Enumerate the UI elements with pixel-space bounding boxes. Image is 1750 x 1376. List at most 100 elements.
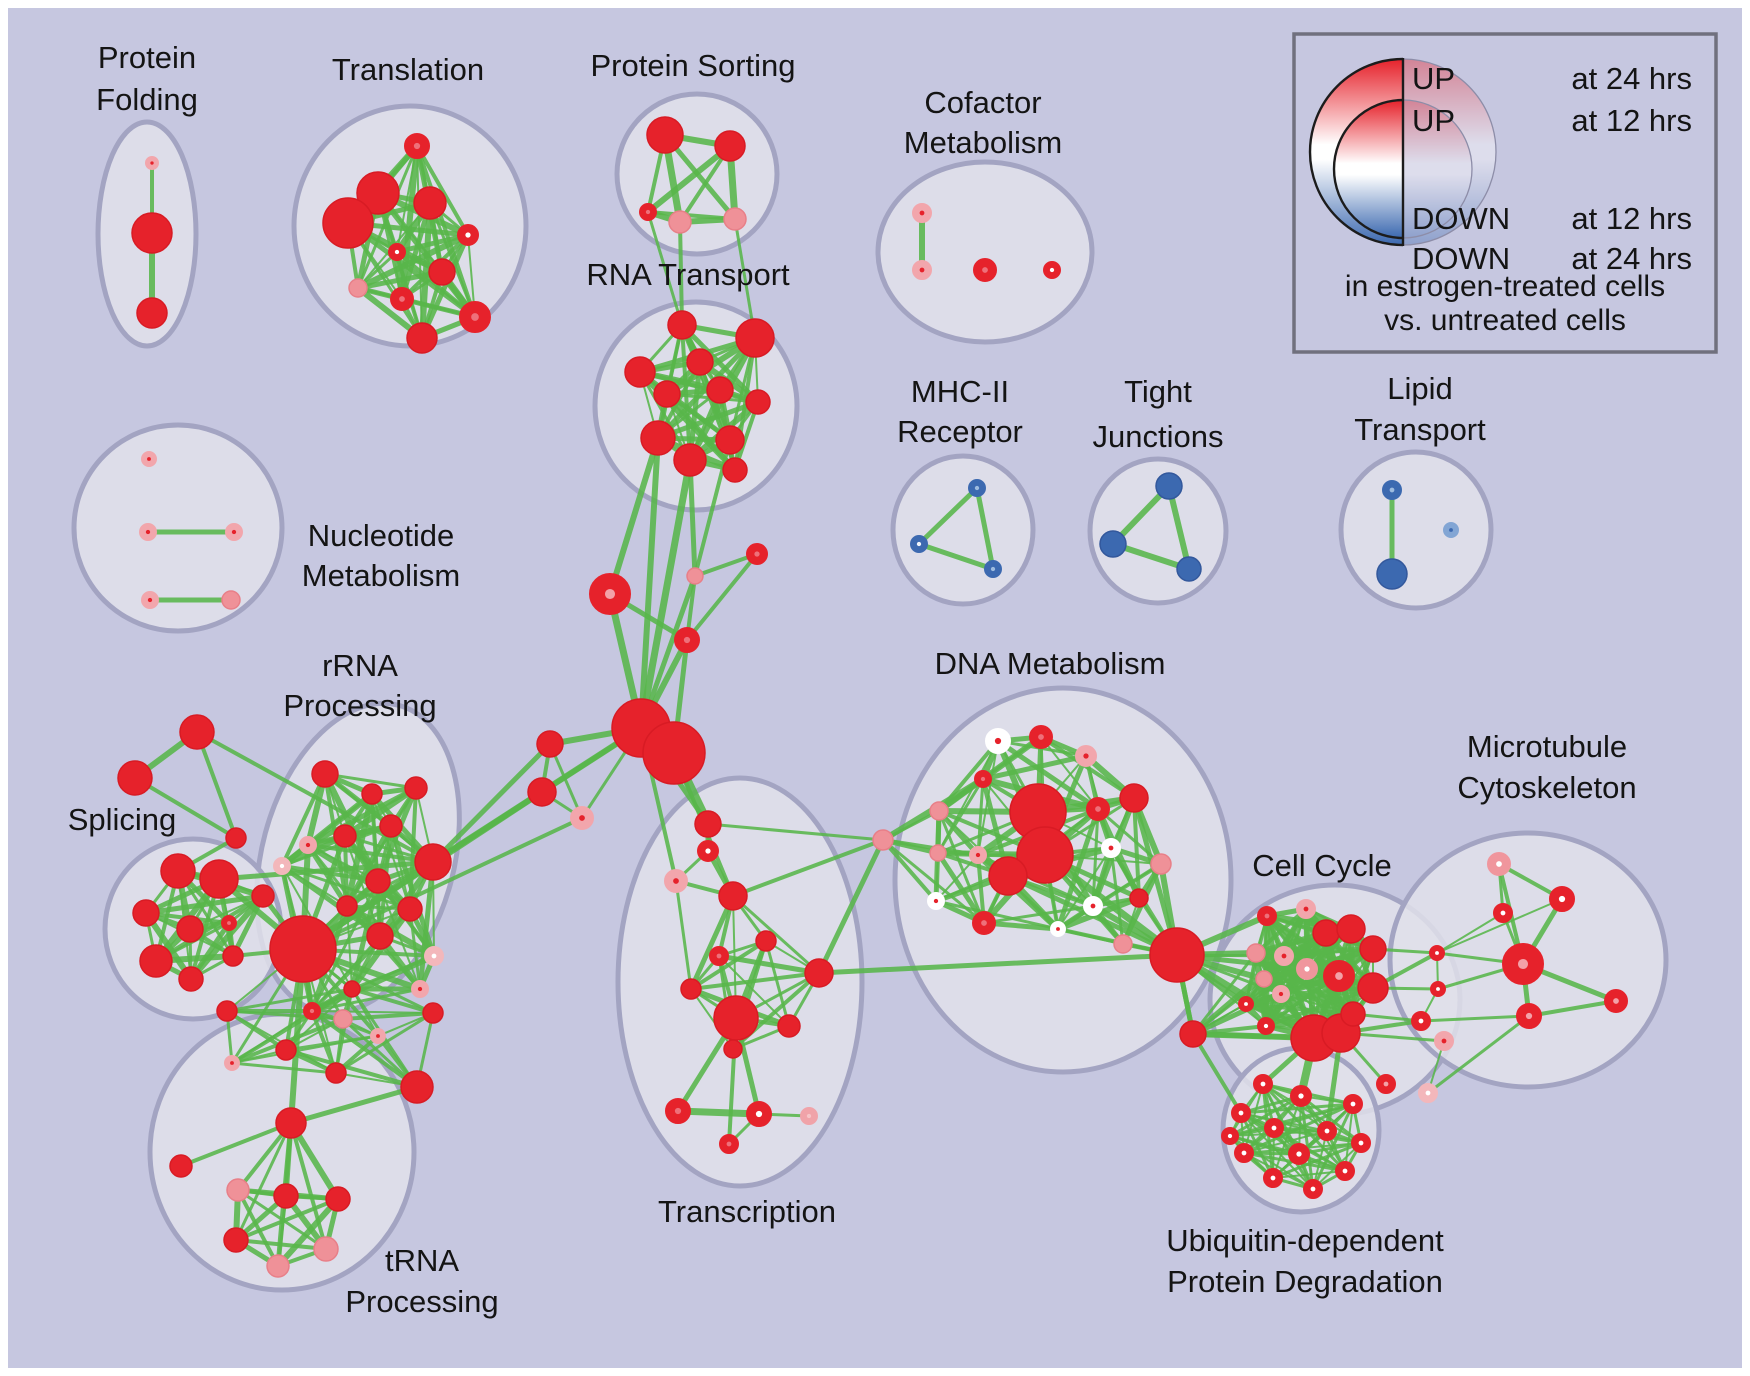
network-node-txd (718, 881, 748, 911)
network-node-sp9 (251, 884, 275, 908)
cluster-label-line: Microtubule (1467, 729, 1627, 764)
network-edge (685, 552, 759, 642)
network-node-rrh (269, 915, 337, 983)
network-edge (881, 838, 986, 925)
network-node-dm6 (929, 844, 947, 862)
cluster-label-cofactor-metabolism: Cofactor Metabolism (904, 85, 1063, 160)
network-node-rr6 (333, 824, 357, 848)
network-node-rt10 (673, 443, 707, 477)
cluster-label-line: Translation (332, 52, 484, 87)
network-edge (1243, 1130, 1328, 1154)
cluster-label-microtubule-cytoskeleton: Microtubule Cytoskeleton (1457, 729, 1636, 805)
network-node-ch1 (686, 567, 704, 585)
network-edge (678, 220, 684, 327)
cluster-label-cell-cycle: Cell Cycle (1252, 848, 1392, 883)
network-edge (234, 1197, 340, 1242)
network-node-ps5 (723, 207, 747, 231)
network-node-ps4 (668, 210, 692, 234)
legend-time-label: at 24 hrs (1571, 241, 1692, 276)
network-edge (1254, 907, 1308, 955)
network-edge (1282, 947, 1375, 958)
network-node-tp2 (169, 1154, 193, 1178)
cluster-label-trna-processing: tRNA Processing (345, 1243, 498, 1319)
network-edge (674, 1107, 763, 1118)
cluster-label-line: Protein (98, 40, 196, 75)
network-node-dm2 (1029, 724, 1054, 749)
network-node-cf3 (972, 257, 997, 282)
network-node-ro4 (325, 1062, 347, 1084)
network-node-rt9 (715, 425, 745, 455)
network-node-cc6 (1246, 943, 1266, 963)
network-node-tr2 (117, 760, 153, 796)
network-node-mh2 (909, 534, 928, 553)
network-node-tj3 (1176, 556, 1202, 582)
cluster-label-line: Junctions (1093, 419, 1224, 454)
network-edge (280, 824, 393, 868)
network-edge (275, 1196, 341, 1269)
network-node-cc2 (1296, 898, 1317, 919)
cluster-label-line: Cytoskeleton (1457, 770, 1636, 805)
network-edge (1190, 991, 1284, 1037)
network-node-dm15 (926, 891, 945, 910)
network-edge (607, 435, 661, 597)
legend-inner-left-arc (1332, 98, 1404, 240)
network-edge (974, 485, 996, 572)
network-node-rr14 (411, 979, 430, 998)
network-node-dm18 (1083, 895, 1104, 916)
network-node-mt1 (1487, 851, 1512, 876)
network-node-rt3 (624, 356, 656, 388)
network-node-ub9 (1234, 1143, 1255, 1164)
network-edge (995, 738, 1101, 812)
network-node-ub4 (1264, 1118, 1285, 1139)
network-edge (690, 988, 734, 1050)
network-node-ro8 (422, 1002, 444, 1024)
network-edge (301, 816, 584, 951)
network-edge (280, 772, 327, 868)
network-node-rt1 (667, 310, 697, 340)
legend-time-label: at 12 hrs (1571, 103, 1692, 138)
network-node-cc8 (1296, 957, 1319, 980)
cluster-label-line: Lipid (1387, 371, 1453, 406)
network-edge (637, 456, 694, 732)
network-edge (689, 971, 821, 991)
network-node-dm17 (1050, 920, 1067, 937)
network-node-cc12 (1272, 984, 1291, 1003)
cluster-label-lipid-transport: Lipid Transport (1354, 371, 1486, 447)
network-edge (1527, 999, 1618, 1018)
network-node-tj1 (1155, 472, 1183, 500)
network-edge (419, 200, 433, 341)
cluster-label-rrna-processing: rRNA Processing (283, 648, 436, 723)
network-node-mt6 (1501, 942, 1544, 985)
network-node-tp8 (266, 1254, 290, 1278)
network-node-cc5 (1359, 935, 1387, 963)
network-edge (981, 920, 1061, 932)
network-edge (1191, 1032, 1243, 1115)
cluster-label-line: Metabolism (302, 558, 461, 593)
network-node-dm16 (971, 910, 996, 935)
network-edge (234, 1121, 293, 1242)
network-node-nm5 (221, 590, 241, 610)
network-edge (645, 143, 733, 215)
cluster-label-protein-sorting: Protein Sorting (590, 48, 795, 83)
network-node-mt11 (1376, 1074, 1397, 1095)
network-node-cf4 (1043, 261, 1062, 280)
network-node-d21 (1149, 927, 1205, 983)
network-edge (195, 730, 238, 840)
network-edge (133, 776, 238, 840)
cluster-label-line: rRNA (322, 648, 398, 683)
cluster-label-line: Processing (283, 688, 436, 723)
network-node-ro5 (333, 1009, 353, 1029)
network-node-txb (696, 839, 719, 862)
network-node-mt9 (1411, 1010, 1432, 1031)
network-node-nm1 (140, 451, 157, 468)
network-node-rt4 (686, 348, 714, 376)
network-node-rt5 (653, 380, 681, 408)
cluster-ellipse-lipid-transport (1338, 449, 1494, 611)
network-edge (355, 269, 445, 291)
legend-direction-label: UP (1412, 61, 1455, 96)
network-node-mt3 (1493, 902, 1514, 923)
network-node-ro3 (275, 1039, 297, 1061)
network-edge (154, 894, 265, 963)
network-node-rr5 (273, 856, 292, 875)
network-node-txf (708, 945, 729, 966)
